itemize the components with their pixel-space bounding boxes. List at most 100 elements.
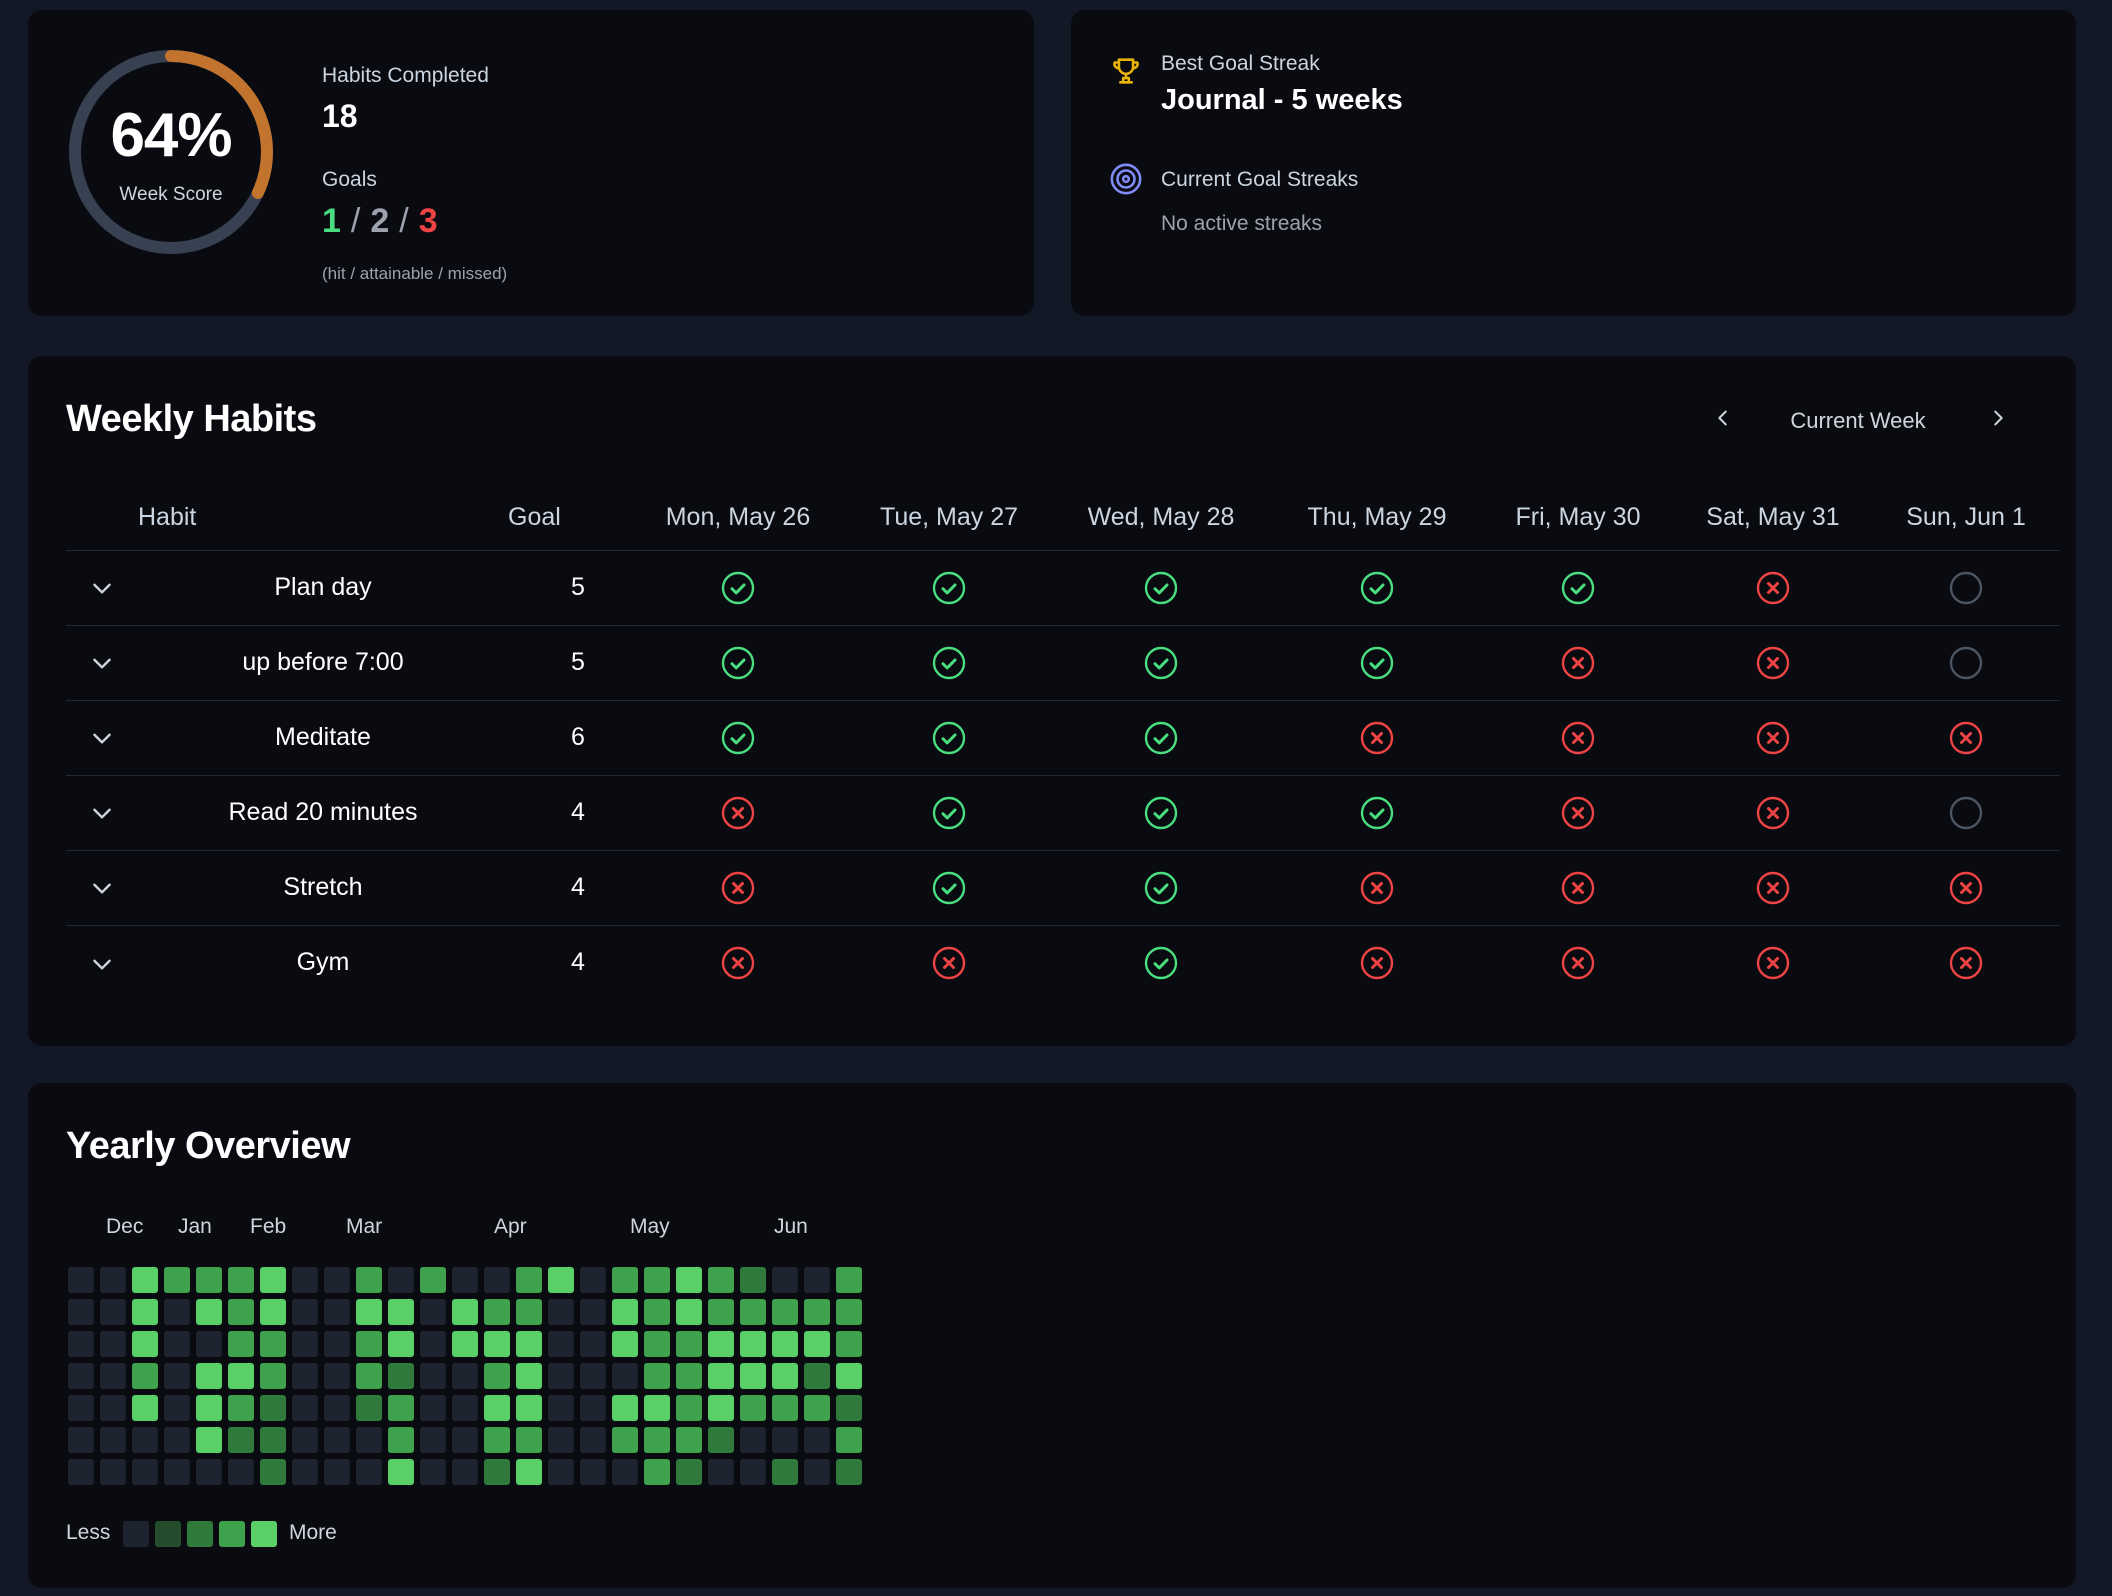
day-status-cell[interactable] — [628, 625, 848, 701]
heatmap-cell[interactable] — [324, 1459, 350, 1485]
heatmap-cell[interactable] — [132, 1363, 158, 1389]
heatmap-cell[interactable] — [356, 1299, 382, 1325]
heatmap-cell[interactable] — [132, 1459, 158, 1485]
day-status-cell[interactable] — [1050, 550, 1272, 626]
heatmap-cell[interactable] — [452, 1459, 478, 1485]
day-status-cell[interactable] — [1872, 700, 2060, 776]
heatmap-cell[interactable] — [260, 1267, 286, 1293]
heatmap-cell[interactable] — [484, 1363, 510, 1389]
heatmap-cell[interactable] — [484, 1395, 510, 1421]
heatmap-cell[interactable] — [420, 1395, 446, 1421]
day-status-cell[interactable] — [848, 775, 1050, 851]
day-status-cell[interactable] — [1674, 775, 1872, 851]
heatmap-cell[interactable] — [708, 1331, 734, 1357]
day-status-cell[interactable] — [628, 775, 848, 851]
x-circle-icon[interactable] — [1755, 795, 1791, 831]
heatmap-cell[interactable] — [740, 1331, 766, 1357]
check-circle-icon[interactable] — [1560, 570, 1596, 606]
heatmap-cell[interactable] — [836, 1331, 862, 1357]
heatmap-cell[interactable] — [132, 1395, 158, 1421]
heatmap-cell[interactable] — [452, 1395, 478, 1421]
heatmap-cell[interactable] — [132, 1331, 158, 1357]
heatmap-cell[interactable] — [356, 1459, 382, 1485]
day-status-cell[interactable] — [1674, 850, 1872, 926]
check-circle-icon[interactable] — [1143, 945, 1179, 981]
check-circle-icon[interactable] — [720, 645, 756, 681]
heatmap-cell[interactable] — [292, 1427, 318, 1453]
heatmap-cell[interactable] — [548, 1363, 574, 1389]
heatmap-cell[interactable] — [548, 1331, 574, 1357]
heatmap-cell[interactable] — [580, 1459, 606, 1485]
day-status-cell[interactable] — [1674, 925, 1872, 1000]
heatmap-cell[interactable] — [164, 1299, 190, 1325]
heatmap-cell[interactable] — [708, 1427, 734, 1453]
check-circle-icon[interactable] — [931, 870, 967, 906]
heatmap-cell[interactable] — [388, 1267, 414, 1293]
heatmap-cell[interactable] — [804, 1267, 830, 1293]
day-status-cell[interactable] — [1272, 925, 1482, 1000]
heatmap-cell[interactable] — [100, 1395, 126, 1421]
day-status-cell[interactable] — [1272, 700, 1482, 776]
day-status-cell[interactable] — [848, 850, 1050, 926]
heatmap-cell[interactable] — [548, 1459, 574, 1485]
heatmap-cell[interactable] — [132, 1299, 158, 1325]
heatmap-cell[interactable] — [740, 1459, 766, 1485]
heatmap-cell[interactable] — [356, 1395, 382, 1421]
day-status-cell[interactable] — [1272, 550, 1482, 626]
day-status-cell[interactable] — [1272, 850, 1482, 926]
heatmap-cell[interactable] — [100, 1427, 126, 1453]
check-circle-icon[interactable] — [931, 645, 967, 681]
heatmap-cell[interactable] — [804, 1395, 830, 1421]
x-circle-icon[interactable] — [1948, 720, 1984, 756]
check-circle-icon[interactable] — [1359, 795, 1395, 831]
x-circle-icon[interactable] — [1560, 945, 1596, 981]
empty-circle-icon[interactable] — [1948, 645, 1984, 681]
heatmap-cell[interactable] — [196, 1331, 222, 1357]
heatmap-cell[interactable] — [68, 1299, 94, 1325]
heatmap-cell[interactable] — [164, 1267, 190, 1293]
heatmap-cell[interactable] — [228, 1363, 254, 1389]
day-status-cell[interactable] — [848, 550, 1050, 626]
heatmap-cell[interactable] — [260, 1395, 286, 1421]
heatmap-cell[interactable] — [484, 1331, 510, 1357]
heatmap-cell[interactable] — [100, 1267, 126, 1293]
heatmap-cell[interactable] — [516, 1299, 542, 1325]
day-status-cell[interactable] — [1050, 925, 1272, 1000]
heatmap-cell[interactable] — [516, 1267, 542, 1293]
heatmap-cell[interactable] — [612, 1427, 638, 1453]
check-circle-icon[interactable] — [931, 570, 967, 606]
x-circle-icon[interactable] — [1755, 645, 1791, 681]
heatmap-cell[interactable] — [196, 1363, 222, 1389]
heatmap-cell[interactable] — [772, 1267, 798, 1293]
heatmap-cell[interactable] — [580, 1395, 606, 1421]
heatmap-cell[interactable] — [676, 1395, 702, 1421]
day-status-cell[interactable] — [1050, 700, 1272, 776]
heatmap-cell[interactable] — [388, 1331, 414, 1357]
previous-week-button[interactable] — [1705, 402, 1741, 438]
heatmap-cell[interactable] — [452, 1331, 478, 1357]
heatmap-cell[interactable] — [388, 1459, 414, 1485]
heatmap-cell[interactable] — [548, 1267, 574, 1293]
day-status-cell[interactable] — [848, 700, 1050, 776]
heatmap-cell[interactable] — [100, 1459, 126, 1485]
heatmap-cell[interactable] — [388, 1299, 414, 1325]
heatmap-cell[interactable] — [612, 1459, 638, 1485]
x-circle-icon[interactable] — [1755, 945, 1791, 981]
check-circle-icon[interactable] — [1359, 645, 1395, 681]
heatmap-cell[interactable] — [324, 1331, 350, 1357]
heatmap-cell[interactable] — [420, 1299, 446, 1325]
day-status-cell[interactable] — [1872, 550, 2060, 626]
heatmap-cell[interactable] — [68, 1267, 94, 1293]
heatmap-cell[interactable] — [708, 1299, 734, 1325]
heatmap-cell[interactable] — [164, 1395, 190, 1421]
heatmap-cell[interactable] — [452, 1299, 478, 1325]
heatmap-cell[interactable] — [292, 1363, 318, 1389]
day-status-cell[interactable] — [1674, 550, 1872, 626]
day-status-cell[interactable] — [628, 850, 848, 926]
empty-circle-icon[interactable] — [1948, 570, 1984, 606]
day-status-cell[interactable] — [628, 700, 848, 776]
heatmap-cell[interactable] — [420, 1427, 446, 1453]
heatmap-cell[interactable] — [260, 1427, 286, 1453]
check-circle-icon[interactable] — [1143, 570, 1179, 606]
heatmap-cell[interactable] — [388, 1363, 414, 1389]
